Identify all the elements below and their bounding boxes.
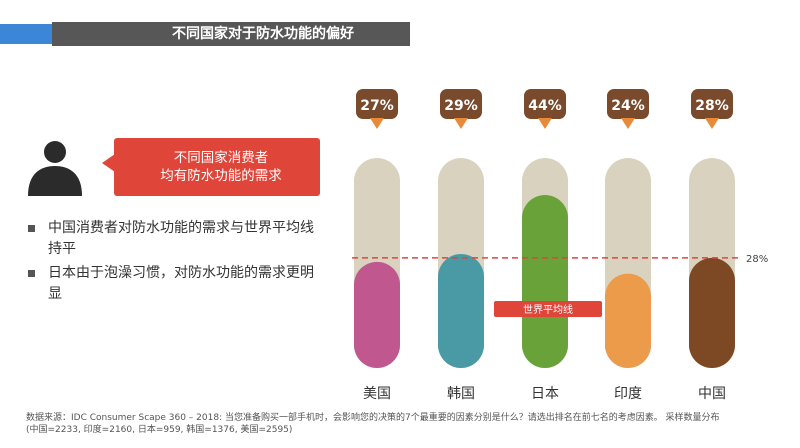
footnote-line-2: (中国=2233, 印度=2160, 日本=959, 韩国=1376, 美国=2…	[26, 425, 293, 435]
page-title: 不同国家对于防水功能的偏好	[52, 22, 410, 46]
value-badge	[356, 89, 398, 119]
callout-box: 不同国家消费者 均有防水功能的需求	[114, 138, 320, 196]
bullet-square-icon	[28, 270, 35, 277]
average-value-label: 28%	[746, 254, 768, 265]
value-badge	[607, 89, 649, 119]
category-label: 日本	[531, 386, 559, 402]
value-label: 44%	[528, 98, 562, 114]
title-accent-bar	[0, 24, 52, 44]
badge-pointer-icon	[538, 118, 552, 129]
value-badge	[440, 89, 482, 119]
badge-pointer-icon	[621, 118, 635, 129]
average-legend-box	[494, 301, 602, 317]
bar-3	[522, 194, 568, 368]
person-silhouette-icon	[28, 141, 82, 196]
value-label: 24%	[611, 98, 645, 114]
category-label: 美国	[363, 386, 391, 402]
category-label: 中国	[698, 386, 726, 402]
badge-pointer-icon	[370, 118, 384, 129]
value-badge	[524, 89, 566, 119]
bar-4	[605, 273, 651, 368]
value-badge	[691, 89, 733, 119]
value-label: 29%	[444, 98, 478, 114]
category-label: 韩国	[447, 386, 475, 402]
bar-2	[438, 253, 484, 368]
badge-pointer-icon	[705, 118, 719, 129]
footnote-line-1: 数据来源：IDC Consumer Scape 360 – 2018: 当您准备…	[26, 413, 720, 423]
value-label: 28%	[695, 98, 729, 114]
average-legend-label: 世界平均线	[523, 303, 573, 316]
callout-pointer	[102, 154, 115, 172]
badge-pointer-icon	[454, 118, 468, 129]
value-label: 27%	[360, 98, 394, 114]
bullet-text: 中国消费者对防水功能的需求与世界平均线持平	[48, 220, 314, 257]
bullet-list: 中国消费者对防水功能的需求与世界平均线持平 日本由于泡澡习惯，对防水功能的需求更…	[26, 218, 326, 308]
bar-1	[354, 261, 400, 368]
footnote: 数据来源：IDC Consumer Scape 360 – 2018: 当您准备…	[26, 412, 796, 436]
bullet-square-icon	[28, 225, 35, 232]
bar-5	[689, 257, 735, 368]
bullet-item: 日本由于泡澡习惯，对防水功能的需求更明显	[26, 263, 326, 305]
category-label: 印度	[614, 386, 642, 402]
callout-line-2: 均有防水功能的需求	[160, 168, 282, 184]
callout-line-1: 不同国家消费者	[173, 150, 269, 166]
bullet-item: 中国消费者对防水功能的需求与世界平均线持平	[26, 218, 326, 260]
bullet-text: 日本由于泡澡习惯，对防水功能的需求更明显	[48, 265, 314, 302]
